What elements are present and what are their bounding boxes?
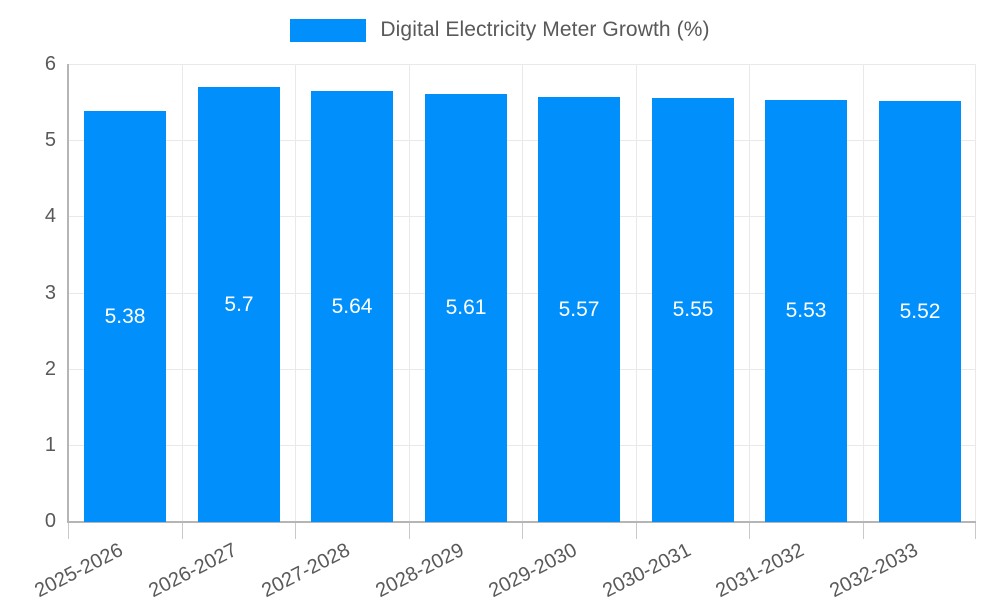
- gridline-x-7: [863, 64, 864, 522]
- x-axis-labels: 2025-2026 2026-2027 2027-2028 2028-2029 …: [31, 539, 921, 602]
- x-axis-tick-8: [975, 523, 976, 539]
- gridline-x-3: [409, 64, 410, 522]
- gridline-x-5: [636, 64, 637, 522]
- x-axis-tick-1: [182, 523, 183, 539]
- bar-2026-2027[interactable]: [198, 87, 280, 522]
- bar-group-2032-2033[interactable]: 5.52: [879, 64, 961, 522]
- x-axis-label-2025-2026: 2025-2026: [31, 539, 127, 603]
- bar-group-2029-2030[interactable]: 5.57: [538, 64, 620, 522]
- gridline-x-2: [295, 64, 296, 522]
- bar-group-2031-2032[interactable]: 5.53: [765, 64, 847, 522]
- x-axis-label-2029-2030: 2029-2030: [485, 539, 581, 603]
- bar-group-2030-2031[interactable]: 5.55: [652, 64, 734, 522]
- y-axis-label-0: 0: [44, 510, 56, 532]
- x-axis-line: [68, 521, 976, 523]
- legend-item-series-1[interactable]: Digital Electricity Meter Growth (%): [290, 18, 709, 42]
- gridline-x-6: [749, 64, 750, 522]
- x-axis-label-2031-2032: 2031-2032: [712, 539, 808, 603]
- bar-group-2026-2027[interactable]: 5.7: [198, 64, 280, 522]
- bar-value-2032-2033: 5.52: [899, 299, 941, 323]
- y-axis-label-4: 4: [44, 205, 56, 227]
- x-axis-tick-6: [749, 523, 750, 539]
- bar-2029-2030[interactable]: [538, 97, 620, 522]
- gridline-x-4: [522, 64, 523, 522]
- x-axis-label-2028-2029: 2028-2029: [372, 539, 468, 603]
- x-axis-tick-4: [522, 523, 523, 539]
- x-axis-tick-0: [68, 523, 69, 539]
- bars-layer: 5.38 5.7 5.64 5.61 5.57 5.55 5.53: [68, 64, 976, 522]
- bar-group-2027-2028[interactable]: 5.64: [311, 64, 393, 522]
- x-axis-label-2032-2033: 2032-2033: [826, 539, 922, 603]
- bar-value-2030-2031: 5.55: [672, 298, 714, 321]
- x-axis-tick-7: [863, 523, 864, 539]
- bar-2030-2031[interactable]: [652, 98, 734, 522]
- x-axis-label-2026-2027: 2026-2027: [145, 539, 241, 603]
- x-axis-tick-5: [636, 523, 637, 539]
- bar-value-2026-2027: 5.7: [224, 292, 254, 316]
- y-axis-line: [67, 64, 69, 523]
- bar-2031-2032[interactable]: [765, 100, 847, 522]
- y-axis-labels: 6 5 4 3 2 1 0: [0, 0, 56, 600]
- gridline-x-1: [182, 64, 183, 522]
- bar-2027-2028[interactable]: [311, 91, 393, 522]
- bar-value-2028-2029: 5.61: [445, 296, 487, 319]
- bar-2032-2033[interactable]: [879, 101, 961, 522]
- bar-value-2029-2030: 5.57: [558, 297, 600, 321]
- legend-label: Digital Electricity Meter Growth (%): [380, 18, 710, 41]
- chart-legend: Digital Electricity Meter Growth (%): [0, 12, 1000, 48]
- bar-group-2028-2029[interactable]: 5.61: [425, 64, 507, 522]
- y-axis-label-3: 3: [44, 282, 56, 304]
- x-axis-label-2030-2031: 2030-2031: [599, 539, 695, 603]
- x-axis-tick-2: [295, 523, 296, 539]
- y-axis-label-6: 6: [44, 53, 56, 75]
- x-axis-label-2027-2028: 2027-2028: [258, 539, 354, 603]
- bar-value-2031-2032: 5.53: [785, 299, 827, 322]
- bar-value-2027-2028: 5.64: [331, 294, 373, 318]
- bar-group-2025-2026[interactable]: 5.38: [84, 64, 166, 522]
- bar-2028-2029[interactable]: [425, 94, 507, 522]
- legend-color-swatch-icon: [290, 18, 367, 42]
- y-axis-label-2: 2: [44, 358, 56, 380]
- bar-2025-2026[interactable]: [84, 111, 166, 522]
- x-axis-tick-3: [409, 523, 410, 539]
- gridline-x-8: [975, 64, 976, 522]
- y-axis-label-5: 5: [44, 129, 56, 151]
- y-axis-label-1: 1: [44, 434, 56, 456]
- bar-value-2025-2026: 5.38: [104, 304, 146, 328]
